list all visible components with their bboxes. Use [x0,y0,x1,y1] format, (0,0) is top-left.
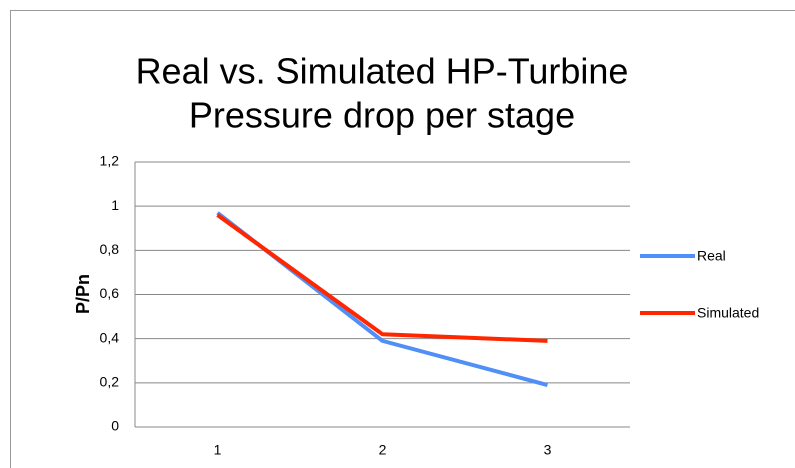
y-tick-label: 0,6 [100,285,120,301]
x-tick-label: 1 [214,442,222,458]
y-tick-label: 0,2 [100,374,120,390]
chart-frame [10,10,795,468]
y-tick-label: 1 [111,197,119,213]
x-tick-label: 2 [379,442,387,458]
y-tick-label: 1,2 [100,153,120,169]
y-tick-label: 0,8 [100,241,120,257]
y-tick-label: 0,4 [100,329,120,345]
chart-title: Real vs. Simulated HP-Turbine [136,51,629,92]
y-tick-label: 0 [111,418,119,434]
legend-label: Real [697,248,726,264]
legend-label: Simulated [697,305,759,321]
y-axis-label: P/Pn [73,274,93,314]
x-tick-label: 3 [544,442,552,458]
chart-title: Pressure drop per stage [189,95,575,136]
series-line [216,213,548,343]
